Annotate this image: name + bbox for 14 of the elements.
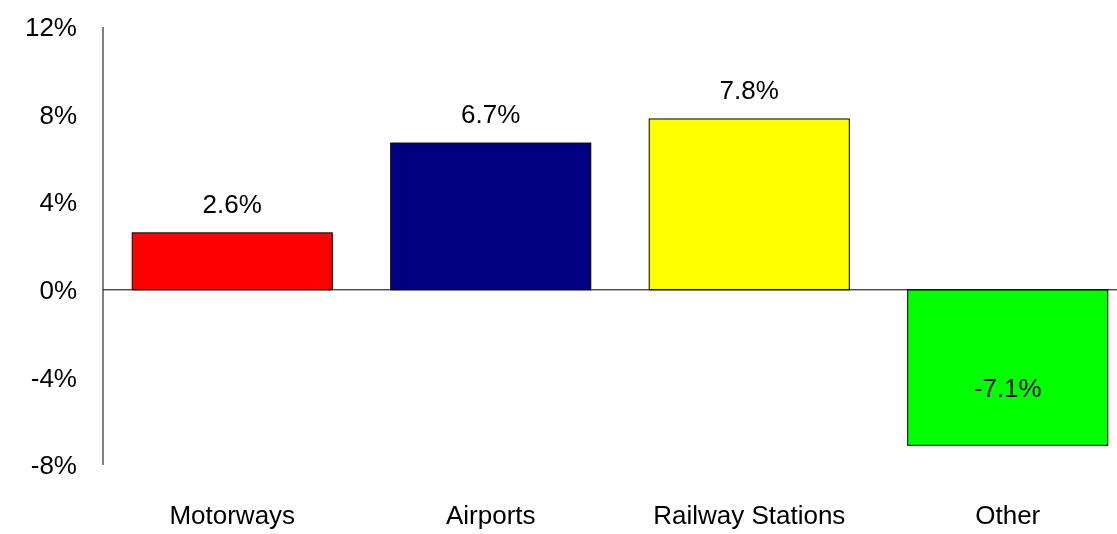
y-tick-label: -4% [30,362,77,393]
data-label: 2.6% [202,188,262,219]
data-label: -7.1% [973,373,1042,404]
x-tick-label: Other [975,500,1041,531]
x-tick-label: Railway Stations [653,500,846,531]
y-tick-label: 4% [39,187,77,218]
y-tick-label: -8% [30,450,77,481]
data-label: 7.8% [719,74,779,105]
x-tick-label: Airports [445,500,536,531]
data-label: 6.7% [461,99,521,130]
x-tick-label: Motorways [169,500,296,531]
y-tick-label: 0% [39,274,77,305]
y-tick-label: 8% [39,99,77,130]
y-tick-label: 12% [24,12,77,43]
